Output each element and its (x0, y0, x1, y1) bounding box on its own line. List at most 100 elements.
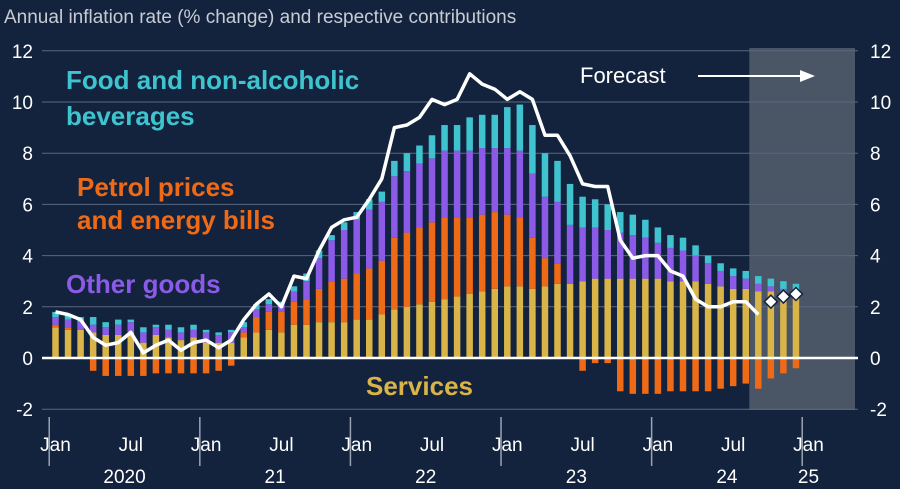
bar-services (165, 337, 172, 358)
bar-food (52, 311, 59, 318)
y-tick-label-right: 4 (870, 247, 881, 268)
bar-food (115, 319, 122, 325)
bar-food (453, 125, 461, 151)
x-month-label: Jan (492, 435, 523, 456)
bar-energy (629, 358, 637, 394)
bar-food (89, 317, 97, 325)
bar-services (541, 286, 549, 358)
bar-other_goods (177, 332, 185, 341)
bar-energy (227, 358, 235, 366)
bar-food (403, 153, 411, 172)
bar-energy (366, 268, 373, 320)
bar-energy (127, 358, 135, 376)
x-month-label: Jul (269, 435, 293, 456)
bar-food (654, 227, 662, 243)
bar-energy (780, 358, 787, 374)
bar-food (604, 204, 611, 230)
bar-food (679, 237, 687, 251)
bar-services (466, 294, 473, 358)
bar-energy (516, 217, 524, 287)
bar-services (767, 291, 775, 358)
bar-services (416, 304, 423, 358)
y-tick-label-left: 2 (22, 298, 33, 319)
bar-other_goods (127, 322, 135, 333)
bar-energy (152, 358, 160, 374)
bar-other_goods (667, 247, 674, 282)
forecast-label: Forecast (580, 63, 666, 88)
bar-food (240, 322, 247, 328)
x-month-label: Jul (721, 435, 745, 456)
bar-energy (654, 358, 662, 394)
bar-other_goods (102, 327, 109, 335)
bar-services (591, 278, 599, 358)
bar-other_goods (742, 278, 749, 289)
bar-other_goods (416, 163, 423, 228)
legend-label-other-goods: Other goods (66, 269, 221, 299)
bar-food (215, 332, 222, 335)
bar-food (366, 199, 373, 210)
forecast-shade (749, 48, 855, 410)
bar-food (64, 314, 72, 320)
bar-services (353, 319, 360, 358)
bar-services (403, 306, 411, 358)
bar-services (780, 294, 787, 358)
bar-energy (717, 358, 724, 389)
y-tick-label-right: 0 (870, 349, 881, 370)
bar-services (617, 278, 624, 358)
y-tick-label-left: -2 (16, 400, 33, 421)
bar-other_goods (466, 150, 473, 218)
x-axis-year-labels: 2020 21 22 23 24 25 (103, 467, 819, 488)
bar-food (227, 329, 235, 333)
bar-other_goods (729, 276, 737, 289)
bar-services (340, 322, 348, 358)
bar-services (190, 337, 197, 358)
bar-services (729, 288, 737, 358)
legend-label-services: Services (366, 371, 473, 401)
bar-other_goods (253, 309, 260, 318)
bar-other_goods (340, 230, 348, 279)
bar-services (378, 314, 386, 358)
bar-food (704, 255, 712, 264)
bar-services (366, 319, 373, 358)
bar-other_goods (315, 258, 323, 289)
bar-energy (742, 358, 749, 384)
bar-food (140, 327, 147, 333)
bar-services (428, 301, 436, 358)
bar-food (152, 324, 160, 328)
bar-services (717, 286, 724, 358)
bar-energy (253, 317, 260, 333)
bar-energy (190, 358, 197, 374)
legend-label-food: Food and non-alcoholic beverages (66, 65, 366, 131)
bar-food (190, 324, 197, 330)
bar-other_goods (642, 237, 649, 279)
bar-other_goods (190, 329, 197, 338)
forecast-diamond (788, 286, 804, 302)
bar-energy (115, 358, 122, 376)
bar-other_goods (303, 281, 310, 300)
bar-services (202, 342, 210, 358)
bar-services (529, 288, 536, 358)
bar-food (717, 263, 724, 271)
bar-other_goods (391, 176, 398, 238)
y-tick-label-left: 6 (22, 195, 33, 216)
bar-other_goods (566, 224, 574, 284)
bar-energy (491, 212, 498, 289)
y-tick-label-right: 10 (870, 93, 891, 114)
x-axis-month-labels: Jan Jul Jan Jul Jan Jul Jan Jul Jan Jul Jan (40, 435, 824, 456)
bar-energy (391, 237, 398, 310)
bar-services (290, 324, 298, 358)
x-month-label: Jan (643, 435, 674, 456)
bar-food (202, 329, 210, 333)
bar-food (177, 327, 185, 333)
bar-services (554, 283, 561, 358)
bar-food (165, 324, 172, 330)
bar-services (52, 327, 59, 358)
bar-other_goods (654, 242, 662, 279)
bar-services (315, 322, 323, 358)
bar-other_goods (767, 286, 775, 292)
x-year-label: 2020 (103, 467, 145, 488)
bar-energy (579, 358, 586, 371)
legend-label-energy: Petrol prices and energy bills (77, 172, 275, 235)
bar-other_goods (215, 334, 222, 343)
bar-other_goods (491, 148, 498, 213)
